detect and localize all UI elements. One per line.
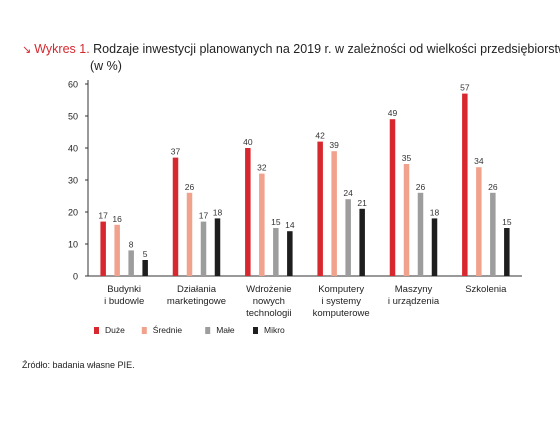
x-tick-label: Budynki [107,284,141,295]
bar [476,167,482,276]
legend-swatch [253,327,258,334]
y-tick-label: 40 [68,144,78,154]
y-tick-label: 50 [68,112,78,122]
bar-value-label: 8 [129,239,134,249]
bar-value-label: 18 [430,207,440,217]
bar-value-label: 18 [213,207,223,217]
y-tick-label: 0 [73,272,78,282]
bar-value-label: 15 [271,217,281,227]
bar [259,173,265,276]
y-tick-label: 60 [68,80,78,90]
legend-swatch [205,327,211,334]
legend-label: Średnie [153,324,183,335]
x-tick-label: nowych [253,296,285,307]
bar-value-label: 16 [112,214,122,224]
legend-swatch [141,327,147,334]
bar [317,141,323,276]
x-tick-label: komputerowe [313,308,370,319]
bar [331,151,337,276]
bar-value-label: 34 [474,156,484,166]
source-note: Źródło: badania własne PIE. [22,360,135,370]
bar [462,93,468,276]
figure-prefix: ↘ Wykres 1. [22,42,90,56]
bar [142,260,148,276]
bar [359,208,365,276]
bar-value-label: 5 [143,249,148,259]
bar [417,192,424,276]
x-tick-label: Komputery [318,284,364,295]
bar-value-label: 49 [388,108,398,118]
bar-value-label: 17 [199,211,209,221]
bar [403,164,410,276]
bar-value-label: 40 [243,137,253,147]
bar-value-label: 42 [315,131,325,141]
chart-title: Rodzaje inwestycji planowanych na 2019 r… [93,42,560,56]
bar-value-label: 26 [416,182,426,192]
bar-value-label: 32 [257,163,267,173]
chart-subtitle: (w %) [90,59,122,73]
x-tick-label: i urządzenia [388,296,440,307]
arrow-down-right-icon: ↘ [22,44,32,56]
legend-label: Duże [105,325,125,335]
bar [200,221,207,276]
bar-value-label: 39 [329,140,339,150]
bar-value-label: 17 [98,211,108,221]
legend-label: Małe [216,325,235,335]
bar [172,157,179,276]
x-tick-label: Działania [177,284,217,295]
bar [100,221,106,276]
x-tick-label: Maszyny [395,284,433,295]
bar [114,224,120,276]
y-tick-label: 20 [68,208,78,218]
x-tick-label: i budowle [104,296,144,307]
bar [504,228,510,276]
bar-value-label: 21 [357,198,367,208]
bar-value-label: 24 [343,188,353,198]
bar [490,192,496,276]
x-tick-label: marketingowe [167,296,226,307]
x-tick-label: Szkolenia [465,284,507,295]
y-tick-label: 10 [68,240,78,250]
bar [287,231,293,276]
bar-value-label: 57 [460,83,470,93]
x-tick-label: Wdrożenie [246,284,291,295]
bar-value-label: 26 [185,182,195,192]
bar [431,218,438,276]
bar-value-label: 35 [402,153,412,163]
bar [345,199,351,276]
y-tick-label: 30 [68,176,78,186]
bar [273,228,279,276]
bar-value-label: 14 [285,220,295,230]
chart-title-block: ↘ Wykres 1. Rodzaje inwestycji planowanyc… [22,41,560,74]
bar [128,250,134,276]
bar-value-label: 26 [488,182,498,192]
bar [214,218,221,276]
figure-number: Wykres 1. [34,42,90,56]
legend-swatch [94,327,99,334]
bar-value-label: 15 [502,217,512,227]
x-tick-label: technologii [246,308,291,319]
bar-value-label: 37 [171,147,181,157]
bar [245,148,251,276]
legend-label: Mikro [264,325,285,335]
bar [389,119,396,276]
bar [186,192,193,276]
x-tick-label: i systemy [321,296,361,307]
